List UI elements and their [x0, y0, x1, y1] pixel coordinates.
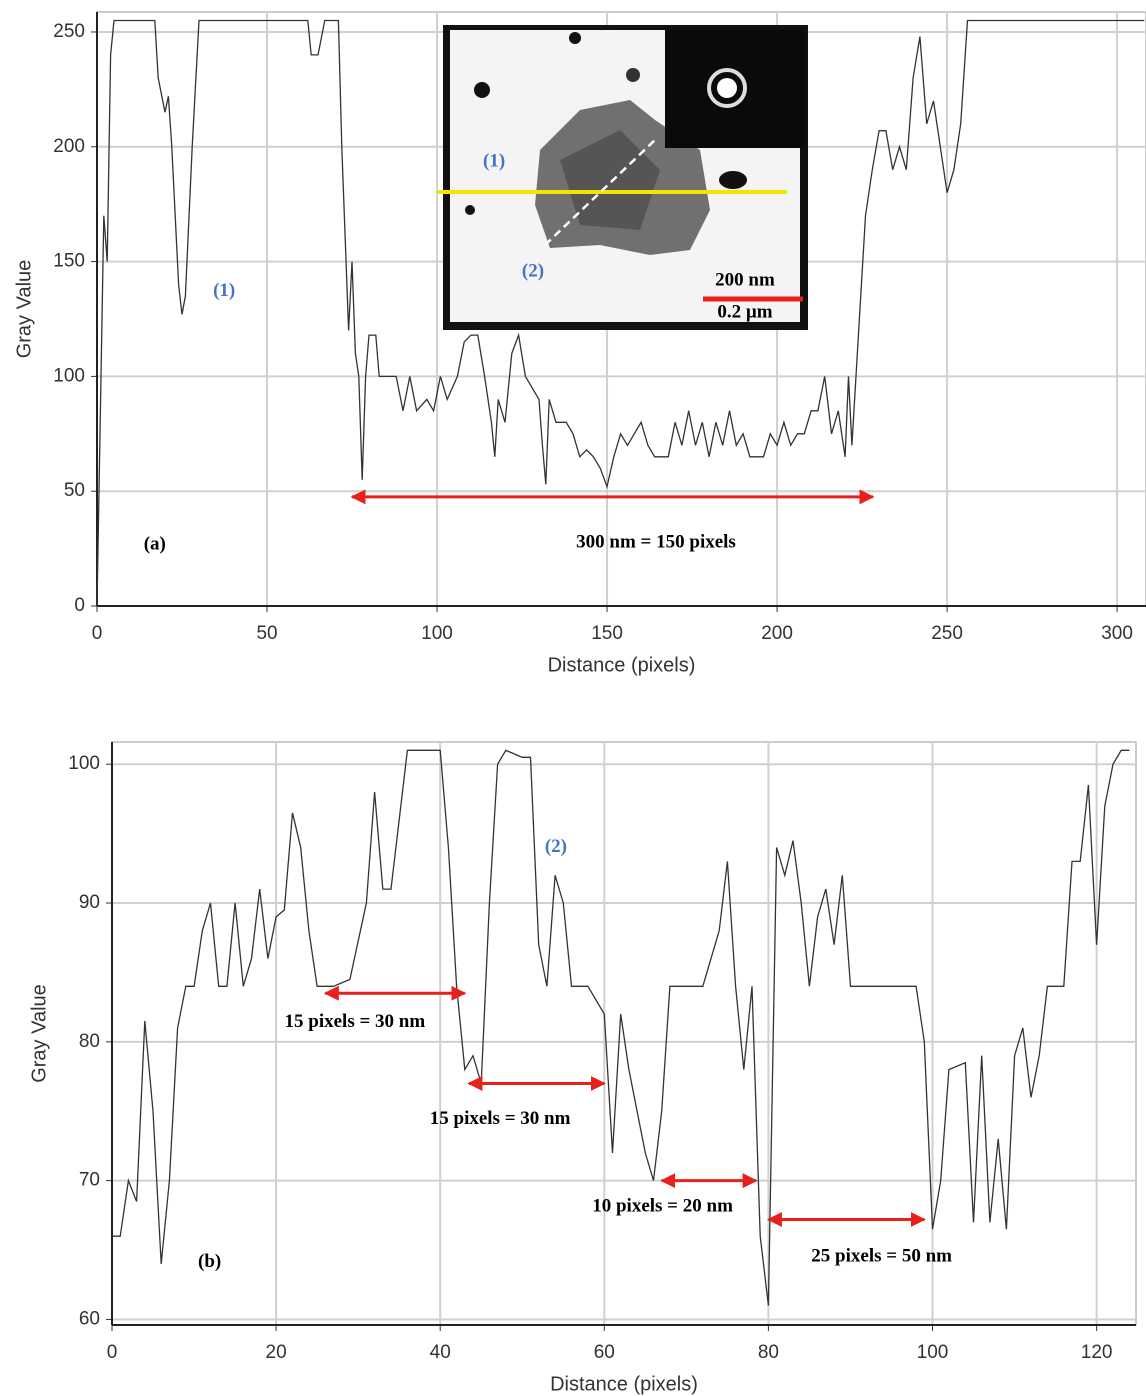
inset-label: (2) — [522, 260, 544, 281]
y-tick-label: 60 — [79, 1308, 100, 1329]
annotation: (1) — [213, 280, 235, 301]
y-tick-label: 100 — [68, 753, 100, 774]
x-tick-label: 20 — [266, 1342, 287, 1363]
annotation: 15 pixels = 30 nm — [430, 1108, 571, 1129]
y-tick-label: 100 — [53, 365, 85, 386]
x-tick-label: 100 — [421, 623, 453, 644]
y-tick-label: 50 — [64, 480, 85, 501]
tem-inset: (1) (2) 200 nm 0.2 µm — [438, 25, 808, 330]
annotation: (a) — [144, 533, 166, 554]
x-tick-label: 40 — [430, 1342, 451, 1363]
x-tick-label: 0 — [107, 1342, 118, 1363]
x-tick-label: 0 — [92, 623, 103, 644]
y-tick-label: 250 — [53, 21, 85, 42]
y-tick-label: 90 — [79, 892, 100, 913]
dot — [719, 171, 747, 189]
profile-line — [112, 749, 1130, 1306]
dot — [474, 82, 490, 98]
x-tick-label: 200 — [761, 623, 793, 644]
y-axis-title: Gray Value — [28, 984, 50, 1083]
y-tick-label: 70 — [79, 1170, 100, 1191]
x-tick-label: 60 — [594, 1342, 615, 1363]
x-tick-label: 250 — [931, 623, 963, 644]
dot — [465, 205, 475, 215]
x-tick-label: 50 — [256, 623, 277, 644]
x-tick-label: 150 — [591, 623, 623, 644]
x-tick-label: 100 — [917, 1342, 949, 1363]
x-tick-label: 80 — [758, 1342, 779, 1363]
x-axis-title: Distance (pixels) — [548, 654, 696, 676]
x-tick-label: 120 — [1081, 1342, 1113, 1363]
y-tick-label: 80 — [79, 1031, 100, 1052]
annotation: 300 nm = 150 pixels — [576, 531, 736, 552]
dot — [569, 32, 581, 44]
y-tick-label: 150 — [53, 251, 85, 272]
dot — [626, 68, 640, 82]
diffraction-ring — [707, 68, 747, 108]
y-tick-label: 200 — [53, 136, 85, 157]
annotation: (b) — [198, 1251, 221, 1272]
annotation: (2) — [545, 836, 567, 857]
scale-label: 200 nm — [715, 269, 775, 290]
diffraction-center — [717, 78, 737, 98]
x-axis-title: Distance (pixels) — [550, 1373, 698, 1395]
y-tick-label: 0 — [74, 595, 85, 616]
annotation: 25 pixels = 50 nm — [811, 1245, 952, 1266]
y-axis-title: Gray Value — [13, 260, 35, 359]
scale-label: 0.2 µm — [717, 301, 772, 322]
particle-core — [560, 130, 660, 230]
inset-label: (1) — [483, 150, 505, 171]
x-tick-label: 300 — [1101, 623, 1133, 644]
profile-line — [96, 19, 1145, 607]
annotation: 15 pixels = 30 nm — [285, 1011, 426, 1032]
annotation: 10 pixels = 20 nm — [592, 1195, 733, 1216]
